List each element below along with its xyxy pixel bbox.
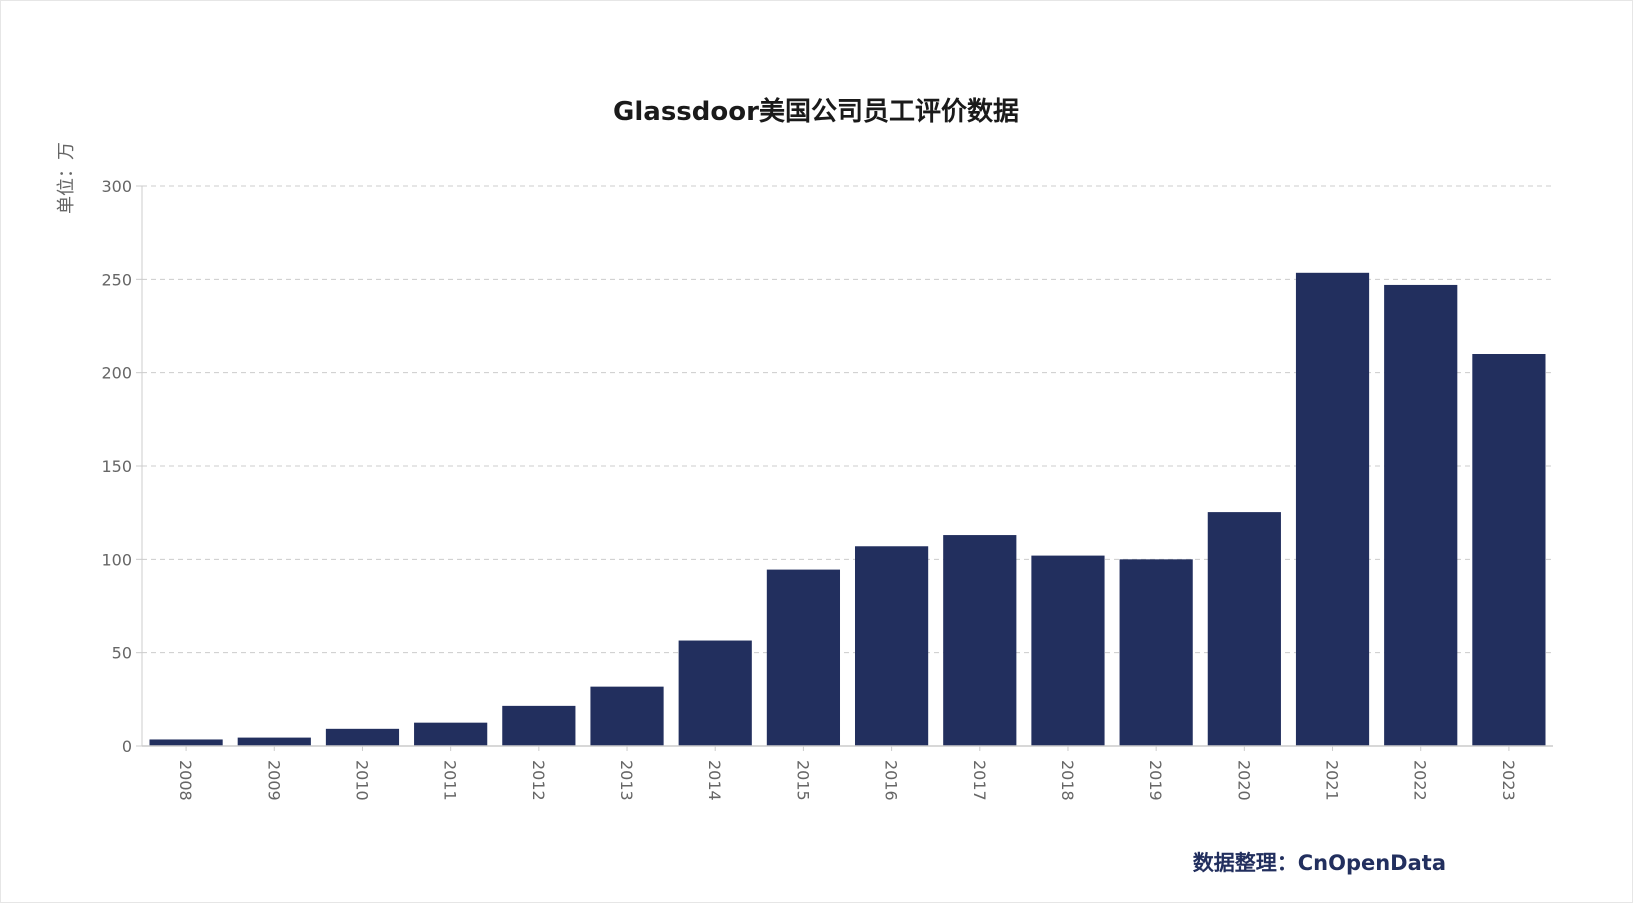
x-tick-label: 2012 xyxy=(529,760,548,801)
x-tick-label: 2014 xyxy=(705,760,724,801)
x-tick-label: 2021 xyxy=(1323,760,1342,801)
x-tick-label: 2020 xyxy=(1234,760,1253,801)
bar-2022 xyxy=(1384,284,1458,746)
source-credit: 数据整理：CnOpenData xyxy=(1193,851,1446,875)
y-tick-label: 250 xyxy=(101,270,132,289)
x-tick-label: 2011 xyxy=(441,760,460,801)
bars xyxy=(149,272,1546,746)
y-tick-label: 300 xyxy=(101,177,132,196)
bar-2013 xyxy=(590,686,664,746)
chart-title: Glassdoor美国公司员工评价数据 xyxy=(613,96,1019,127)
bar-2015 xyxy=(766,569,841,746)
bar-2010 xyxy=(325,728,400,746)
x-tick-label: 2010 xyxy=(352,760,371,801)
bar-2019 xyxy=(1119,559,1193,746)
bar-2009 xyxy=(237,737,311,746)
bar-2018 xyxy=(1031,555,1105,746)
x-tick-label: 2022 xyxy=(1411,760,1430,801)
bar-2017 xyxy=(943,535,1017,746)
y-axis-ticks: 0 50 100 150 200 250 300 xyxy=(101,177,142,756)
x-axis-ticks: 2008 2009 2010 2011 2012 2013 2014 2015 2016 2017… xyxy=(176,746,1518,801)
bar-2016 xyxy=(854,546,929,746)
y-tick-label: 0 xyxy=(122,737,132,756)
y-unit-label: 单位：万 xyxy=(56,142,77,214)
bar-2011 xyxy=(414,722,488,746)
bar-2020 xyxy=(1207,512,1281,746)
bar-2023 xyxy=(1472,354,1546,746)
x-tick-label: 2008 xyxy=(176,760,195,801)
y-tick-label: 200 xyxy=(101,364,132,383)
x-tick-label: 2023 xyxy=(1499,760,1518,801)
bar-2008 xyxy=(149,739,223,746)
bar-2014 xyxy=(678,640,752,746)
x-tick-label: 2019 xyxy=(1146,760,1165,801)
bar-2012 xyxy=(502,705,576,746)
gridlines xyxy=(142,185,1553,654)
x-tick-label: 2015 xyxy=(793,760,812,801)
x-tick-label: 2017 xyxy=(970,760,989,801)
x-tick-label: 2016 xyxy=(882,760,901,801)
x-tick-label: 2013 xyxy=(617,760,636,801)
x-tick-label: 2009 xyxy=(264,760,283,801)
x-tick-label: 2018 xyxy=(1058,760,1077,801)
bar-2021 xyxy=(1295,272,1370,746)
axes xyxy=(141,186,1553,747)
y-tick-label: 50 xyxy=(112,644,132,663)
y-tick-label: 150 xyxy=(101,457,132,476)
y-tick-label: 100 xyxy=(101,550,132,569)
